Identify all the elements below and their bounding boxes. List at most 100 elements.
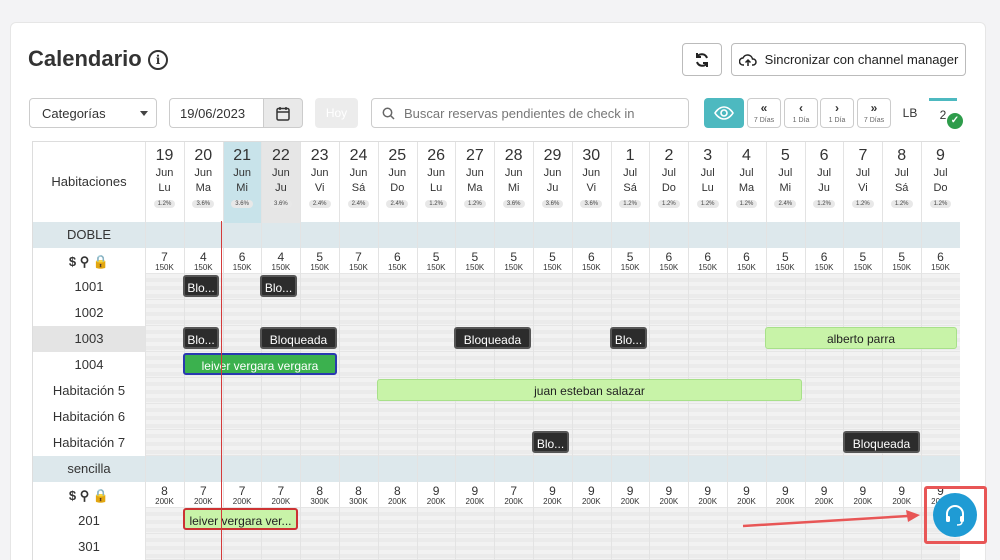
availability-cell[interactable]: 4 150K — [261, 251, 300, 272]
day-header[interactable]: 19 Jun Lu 1.2% — [145, 142, 184, 223]
dollar-icon[interactable]: $ — [68, 488, 77, 503]
booking-block[interactable]: Blo... — [610, 327, 647, 349]
availability-cell[interactable]: 7 200K — [184, 485, 223, 506]
dollar-icon[interactable]: $ — [68, 254, 77, 269]
day-header[interactable]: 20 Jun Ma 3.6% — [184, 142, 223, 223]
room-row[interactable] — [145, 300, 960, 326]
availability-cell[interactable]: 6 150K — [727, 251, 766, 272]
booking-block[interactable]: leiver vergara ver... — [183, 508, 298, 530]
availability-cell[interactable]: 5 150K — [494, 251, 533, 272]
availability-cell[interactable]: 4 150K — [184, 251, 223, 272]
booking-block[interactable]: juan esteban salazar — [377, 379, 802, 401]
count-badge[interactable]: 2 — [929, 98, 957, 128]
view-toggle-button[interactable] — [704, 98, 744, 128]
day-header[interactable]: 28 Jun Mi 3.6% — [494, 142, 533, 223]
prev-7-days-button[interactable]: « 7 Días — [747, 98, 781, 128]
availability-cell[interactable]: 8 300K — [300, 485, 339, 506]
booking-block[interactable]: leiver vergara vergara — [183, 353, 337, 375]
availability-cell[interactable]: 5 150K — [417, 251, 456, 272]
availability-cell[interactable]: 8 200K — [145, 485, 184, 506]
booking-block[interactable]: Bloqueada — [843, 431, 920, 453]
availability-cell[interactable]: 7 200K — [261, 485, 300, 506]
search-icon[interactable]: ⚲ — [79, 488, 90, 503]
availability-cell[interactable]: 8 300K — [339, 485, 378, 506]
search-input[interactable]: Buscar reservas pendientes de check in — [371, 98, 689, 128]
day-header[interactable]: 1 Jul Sá 1.2% — [611, 142, 650, 223]
day-header[interactable]: 26 Jun Lu 1.2% — [417, 142, 456, 223]
day-header[interactable]: 7 Jul Vi 1.2% — [843, 142, 882, 223]
availability-cell[interactable]: 5 150K — [300, 251, 339, 272]
availability-cell[interactable]: 5 150K — [843, 251, 882, 272]
day-header[interactable]: 8 Jul Sá 1.2% — [882, 142, 921, 223]
availability-cell[interactable]: 6 150K — [688, 251, 727, 272]
availability-cell[interactable]: 6 150K — [378, 251, 417, 272]
day-header[interactable]: 21 Jun Mi 3.6% — [222, 142, 262, 223]
day-header[interactable]: 6 Jul Ju 1.2% — [805, 142, 844, 223]
day-header[interactable]: 22 Jun Ju 3.6% — [261, 142, 301, 223]
info-icon[interactable]: i — [148, 50, 168, 70]
availability-cell[interactable]: 8 200K — [378, 485, 417, 506]
booking-block[interactable]: Blo... — [183, 327, 219, 349]
day-header[interactable]: 5 Jul Mi 2.4% — [766, 142, 805, 223]
sync-channel-manager-button[interactable]: Sincronizar con channel manager — [731, 43, 966, 76]
day-header[interactable]: 30 Jun Vi 3.6% — [572, 142, 611, 223]
availability-cell[interactable]: 7 150K — [145, 251, 184, 272]
next-1-day-button[interactable]: › 1 Día — [820, 98, 854, 128]
availability-cell[interactable]: 6 150K — [805, 251, 844, 272]
availability-cell[interactable]: 5 150K — [611, 251, 650, 272]
today-button[interactable]: Hoy — [315, 98, 358, 128]
next-7-days-button[interactable]: » 7 Días — [857, 98, 891, 128]
availability-cell[interactable]: 5 150K — [455, 251, 494, 272]
support-chat-button[interactable] — [933, 493, 977, 537]
category-select[interactable]: Categorías — [29, 98, 157, 128]
lock-icon[interactable]: 🔒 — [92, 254, 110, 269]
day-header[interactable]: 23 Jun Vi 2.4% — [300, 142, 339, 223]
availability-cell[interactable]: 6 150K — [921, 251, 960, 272]
availability-cell[interactable]: 6 150K — [572, 251, 611, 272]
day-header[interactable]: 4 Jul Ma 1.2% — [727, 142, 766, 223]
room-row[interactable] — [145, 404, 960, 430]
search-icon[interactable]: ⚲ — [79, 254, 90, 269]
date-input[interactable]: 19/06/2023 — [169, 98, 263, 128]
availability-cell[interactable]: 5 150K — [533, 251, 572, 272]
booking-block[interactable]: Bloqueada — [454, 327, 531, 349]
calendar-button[interactable] — [263, 98, 303, 128]
day-header[interactable]: 9 Jul Do 1.2% — [921, 142, 960, 223]
availability-cell[interactable]: 7 200K — [494, 485, 533, 506]
day-header[interactable]: 25 Jun Do 2.4% — [378, 142, 417, 223]
day-header[interactable]: 27 Jun Ma 1.2% — [455, 142, 494, 223]
lb-button[interactable]: LB — [902, 106, 918, 120]
availability-cell[interactable]: 7 150K — [339, 251, 378, 272]
booking-block[interactable]: Blo... — [532, 431, 569, 453]
day-header[interactable]: 3 Jul Lu 1.2% — [688, 142, 727, 223]
day-header[interactable]: 24 Jun Sá 2.4% — [339, 142, 378, 223]
booking-block[interactable]: alberto parra — [765, 327, 957, 349]
refresh-button[interactable] — [682, 43, 722, 76]
availability-cell[interactable]: 6 150K — [649, 251, 688, 272]
prev-1-day-button[interactable]: ‹ 1 Día — [784, 98, 818, 128]
day-header[interactable]: 2 Jul Do 1.2% — [649, 142, 688, 223]
weekday-label: Ju — [275, 182, 287, 194]
lock-icon[interactable]: 🔒 — [92, 488, 110, 503]
availability-cell[interactable]: 5 150K — [882, 251, 921, 272]
day-header[interactable]: 29 Jun Ju 3.6% — [533, 142, 572, 223]
availability-cell[interactable]: 7 200K — [223, 485, 262, 506]
month-label: Jun — [349, 167, 368, 179]
availability-cell[interactable]: 5 150K — [766, 251, 805, 272]
booking-block[interactable]: Blo... — [260, 275, 297, 297]
booking-block[interactable]: Bloqueada — [260, 327, 337, 349]
booking-block[interactable]: Blo... — [183, 275, 219, 297]
availability-cell[interactable]: 6 150K — [223, 251, 262, 272]
